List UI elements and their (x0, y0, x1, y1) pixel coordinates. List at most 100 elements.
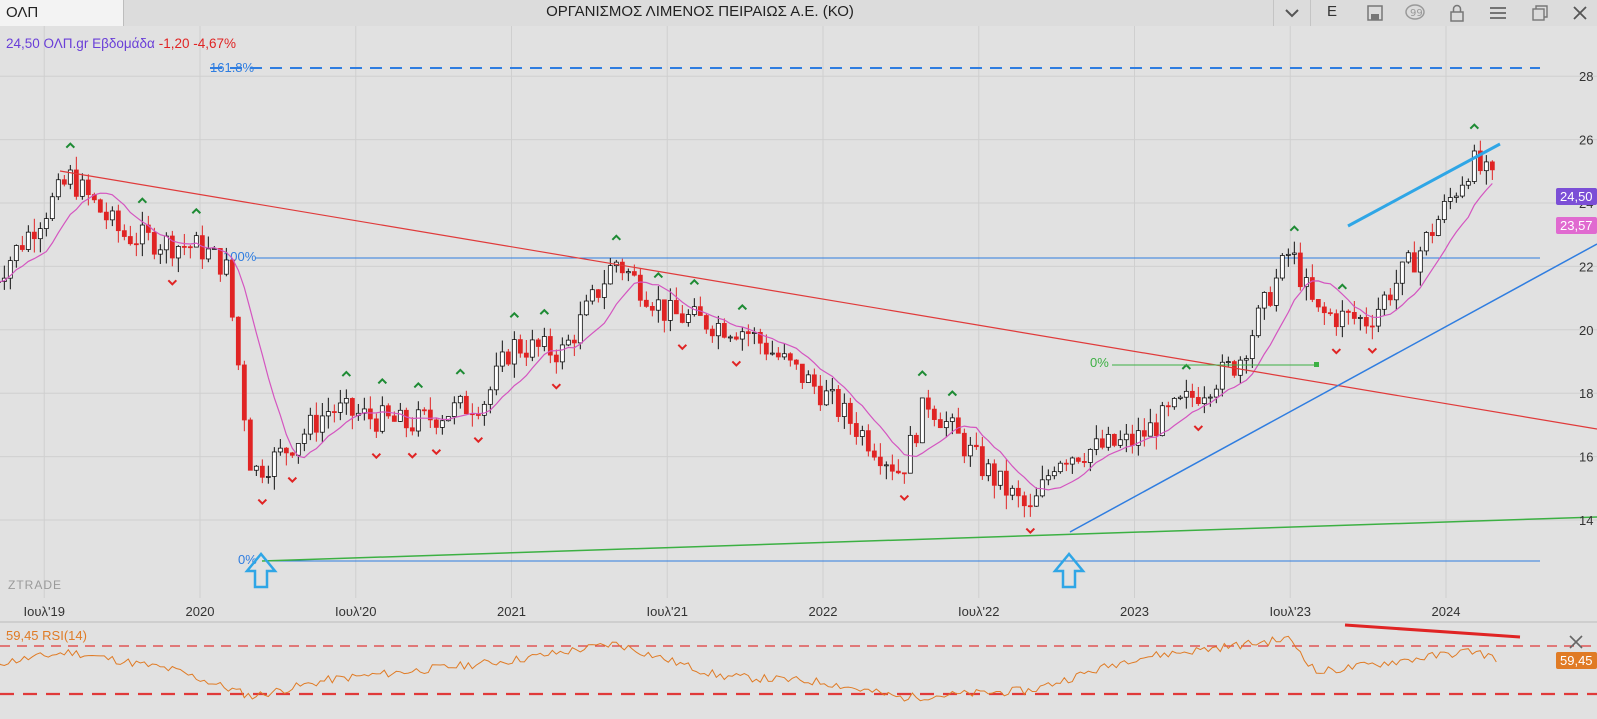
candle-up (739, 331, 745, 340)
candle-up (493, 365, 499, 391)
pivot-low-marker (1367, 347, 1378, 354)
y-tick-label: 20 (1579, 323, 1593, 338)
candle-down (799, 363, 805, 383)
candle-up (829, 389, 835, 392)
candle-down (925, 397, 931, 410)
rsi-line (0, 635, 1497, 702)
candle-up (1093, 438, 1099, 450)
candle-down (1153, 422, 1159, 437)
y-tick-label: 22 (1579, 259, 1593, 274)
candle-up (805, 374, 811, 383)
candle-down (535, 339, 541, 347)
candle-down (1129, 433, 1135, 446)
pivot-high-marker (509, 311, 520, 318)
candle-down (1027, 505, 1033, 508)
candle-up (1237, 359, 1243, 376)
save-icon[interactable] (1360, 0, 1390, 26)
pivot-low-marker (677, 344, 688, 351)
pivot-high-marker (1469, 123, 1480, 130)
pivot-high-marker (737, 303, 748, 311)
candle-up (1225, 361, 1231, 364)
candle-down (73, 169, 79, 197)
candlesticks (0, 140, 1495, 518)
pivot-low-marker (1025, 527, 1036, 534)
candle-down (289, 452, 295, 456)
candle-down (961, 432, 967, 457)
close-icon[interactable] (1565, 0, 1595, 26)
rsi-divergence-line[interactable] (1344, 623, 1521, 639)
candle-up (271, 451, 277, 477)
chart-canvas[interactable]: ZTRADE 161.8% 100% 0% 0% 141618202224262… (0, 26, 1597, 719)
candle-up (949, 417, 955, 422)
comment-icon[interactable]: 99 (1400, 0, 1430, 26)
pivot-high-marker (377, 377, 388, 385)
candle-up (451, 402, 457, 417)
candle-down (547, 336, 553, 356)
blue-channel-line[interactable] (1347, 142, 1501, 228)
candle-down (19, 245, 25, 250)
fib-161-label: 161.8% (210, 60, 255, 75)
candle-down (973, 444, 979, 448)
y-tick-label: 18 (1579, 386, 1593, 401)
candle-up (79, 179, 85, 197)
candle-down (475, 414, 481, 416)
pivot-low-marker (431, 449, 442, 456)
watermark: ZTRADE (8, 578, 62, 592)
candle-up (1243, 358, 1249, 361)
candle-down (895, 470, 901, 474)
candle-up (49, 196, 55, 219)
menu-icon[interactable] (1483, 0, 1513, 26)
rsi-panel[interactable] (0, 623, 1597, 719)
candle-up (1135, 430, 1141, 446)
candle-up (1423, 232, 1429, 252)
close-icon[interactable] (1569, 635, 1583, 649)
green-level-handle[interactable] (1314, 362, 1319, 367)
candle-down (127, 236, 133, 245)
period-selector[interactable]: Ε (1326, 3, 1337, 20)
candle-down (133, 243, 139, 246)
candle-up (1171, 397, 1177, 408)
candle-down (1267, 292, 1273, 306)
candle-up (967, 444, 973, 457)
candle-up (1273, 277, 1279, 306)
chevron-down-icon[interactable] (1273, 0, 1311, 26)
candle-down (787, 353, 793, 361)
candle-down (979, 446, 985, 477)
candle-up (205, 248, 211, 260)
candle-up (277, 447, 283, 453)
green-support-line[interactable] (261, 516, 1597, 562)
candle-up (67, 169, 73, 185)
pivot-high-marker (137, 197, 148, 204)
candle-down (427, 409, 433, 421)
candle-up (1033, 495, 1039, 507)
blue-uptrend-line[interactable] (1069, 243, 1597, 533)
window-icon[interactable] (1525, 0, 1555, 26)
y-tick-label: 28 (1579, 69, 1593, 84)
candle-up (1039, 479, 1045, 497)
candle-up (1147, 422, 1153, 437)
chart-title: ΟΡΓΑΝΙΣΜΟΣ ΛΙΜΕΝΟΣ ΠΕΙΡΑΙΩΣ Α.Ε. (ΚΟ) (546, 3, 854, 20)
rsi-badge (1556, 652, 1597, 669)
candle-down (1363, 317, 1369, 327)
candle-down (709, 328, 715, 337)
red-downtrend-line[interactable] (59, 170, 1597, 430)
fib-0-label: 0% (238, 552, 257, 567)
candle-up (499, 351, 505, 367)
candle-down (745, 331, 751, 334)
lock-icon[interactable] (1442, 0, 1472, 26)
candle-down (643, 299, 649, 307)
candle-up (907, 434, 913, 474)
y-tick-label: 16 (1579, 450, 1593, 465)
candle-up (529, 339, 535, 358)
candle-up (1045, 475, 1051, 481)
x-tick-label: 2024 (1432, 604, 1461, 619)
candle-up (1117, 439, 1123, 446)
symbol-tab[interactable]: ΟΛΠ (0, 0, 124, 26)
pivot-high-marker (1289, 225, 1300, 232)
candle-up (1435, 219, 1441, 236)
candle-up (457, 395, 463, 404)
rsi-label: 59,45 RSI(14) (6, 628, 87, 643)
candle-up (1459, 184, 1465, 197)
candle-down (103, 211, 109, 221)
ma-value: 23,57 (1560, 218, 1593, 233)
